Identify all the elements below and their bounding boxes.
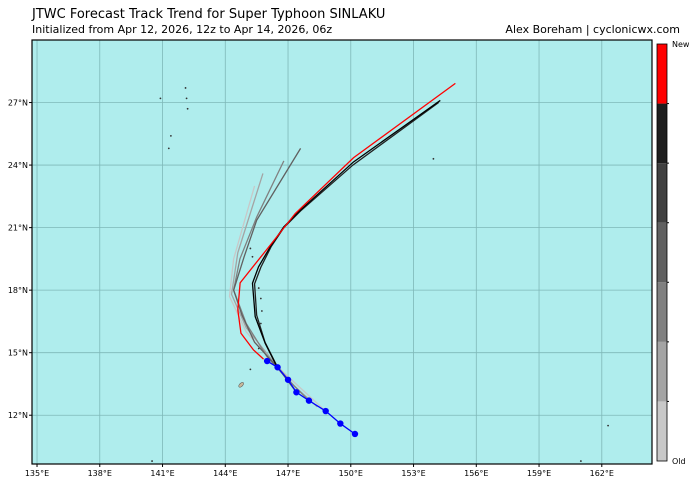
x-tick-label: 138°E xyxy=(88,469,112,478)
island xyxy=(432,157,435,160)
forecast-track xyxy=(253,102,440,368)
island xyxy=(249,247,252,250)
island xyxy=(169,134,172,137)
x-tick-label: 156°E xyxy=(464,469,488,478)
colorbar-segment xyxy=(657,163,667,223)
colorbar-new-label: New xyxy=(672,40,690,49)
colorbar-segment xyxy=(657,44,667,104)
chart-title: JTWC Forecast Track Trend for Super Typh… xyxy=(32,7,386,22)
observed-position xyxy=(337,420,344,427)
y-tick-label: 27°N xyxy=(8,99,28,108)
observed-position xyxy=(305,397,313,404)
y-tick-label: 24°N xyxy=(8,161,28,170)
y-tick-label: 15°N xyxy=(8,349,28,358)
y-tick-label: 12°N xyxy=(8,411,28,420)
x-tick-label: 147°E xyxy=(276,469,300,478)
colorbar-segment xyxy=(657,341,667,402)
x-tick-label: 150°E xyxy=(339,469,363,478)
chart-credit: Alex Boreham | cyclonicwx.com xyxy=(505,23,680,36)
x-tick-label: 153°E xyxy=(401,469,425,478)
observed-position xyxy=(263,357,271,365)
map-ocean xyxy=(32,40,652,464)
island xyxy=(159,97,162,100)
chart-subtitle: Initialized from Apr 12, 2026, 12z to Ap… xyxy=(32,23,333,36)
forecast-track xyxy=(228,185,327,412)
colorbar-segment xyxy=(657,222,667,283)
island xyxy=(185,97,188,100)
x-tick-label: 141°E xyxy=(150,469,174,478)
y-tick-label: 21°N xyxy=(8,224,28,233)
island xyxy=(151,460,153,462)
forecast-track xyxy=(237,82,456,360)
island xyxy=(260,310,263,312)
observed-position xyxy=(322,407,329,415)
colorbar-segment xyxy=(657,401,667,461)
x-tick-label: 135°E xyxy=(25,469,49,478)
observed-position xyxy=(351,430,359,438)
island xyxy=(184,87,187,89)
island xyxy=(257,287,260,289)
observed-position xyxy=(274,364,281,371)
colorbar-frame xyxy=(656,43,668,462)
x-tick-label: 162°E xyxy=(590,469,614,478)
island xyxy=(579,460,582,462)
island xyxy=(167,147,170,150)
observed-position xyxy=(293,389,300,396)
x-tick-label: 159°E xyxy=(527,469,551,478)
x-tick-label: 144°E xyxy=(213,469,237,478)
colorbar-old-label: Old xyxy=(672,457,686,466)
colorbar-segment xyxy=(657,103,667,164)
island xyxy=(607,424,609,427)
y-tick-label: 18°N xyxy=(8,286,28,295)
island xyxy=(259,297,262,300)
map-frame xyxy=(31,39,653,465)
island xyxy=(249,368,252,371)
island xyxy=(186,107,189,110)
island-guam xyxy=(238,382,244,388)
island xyxy=(259,322,262,325)
forecast-track xyxy=(251,99,441,367)
observed-position xyxy=(284,376,292,383)
island xyxy=(251,255,254,258)
colorbar-segment xyxy=(657,282,667,342)
